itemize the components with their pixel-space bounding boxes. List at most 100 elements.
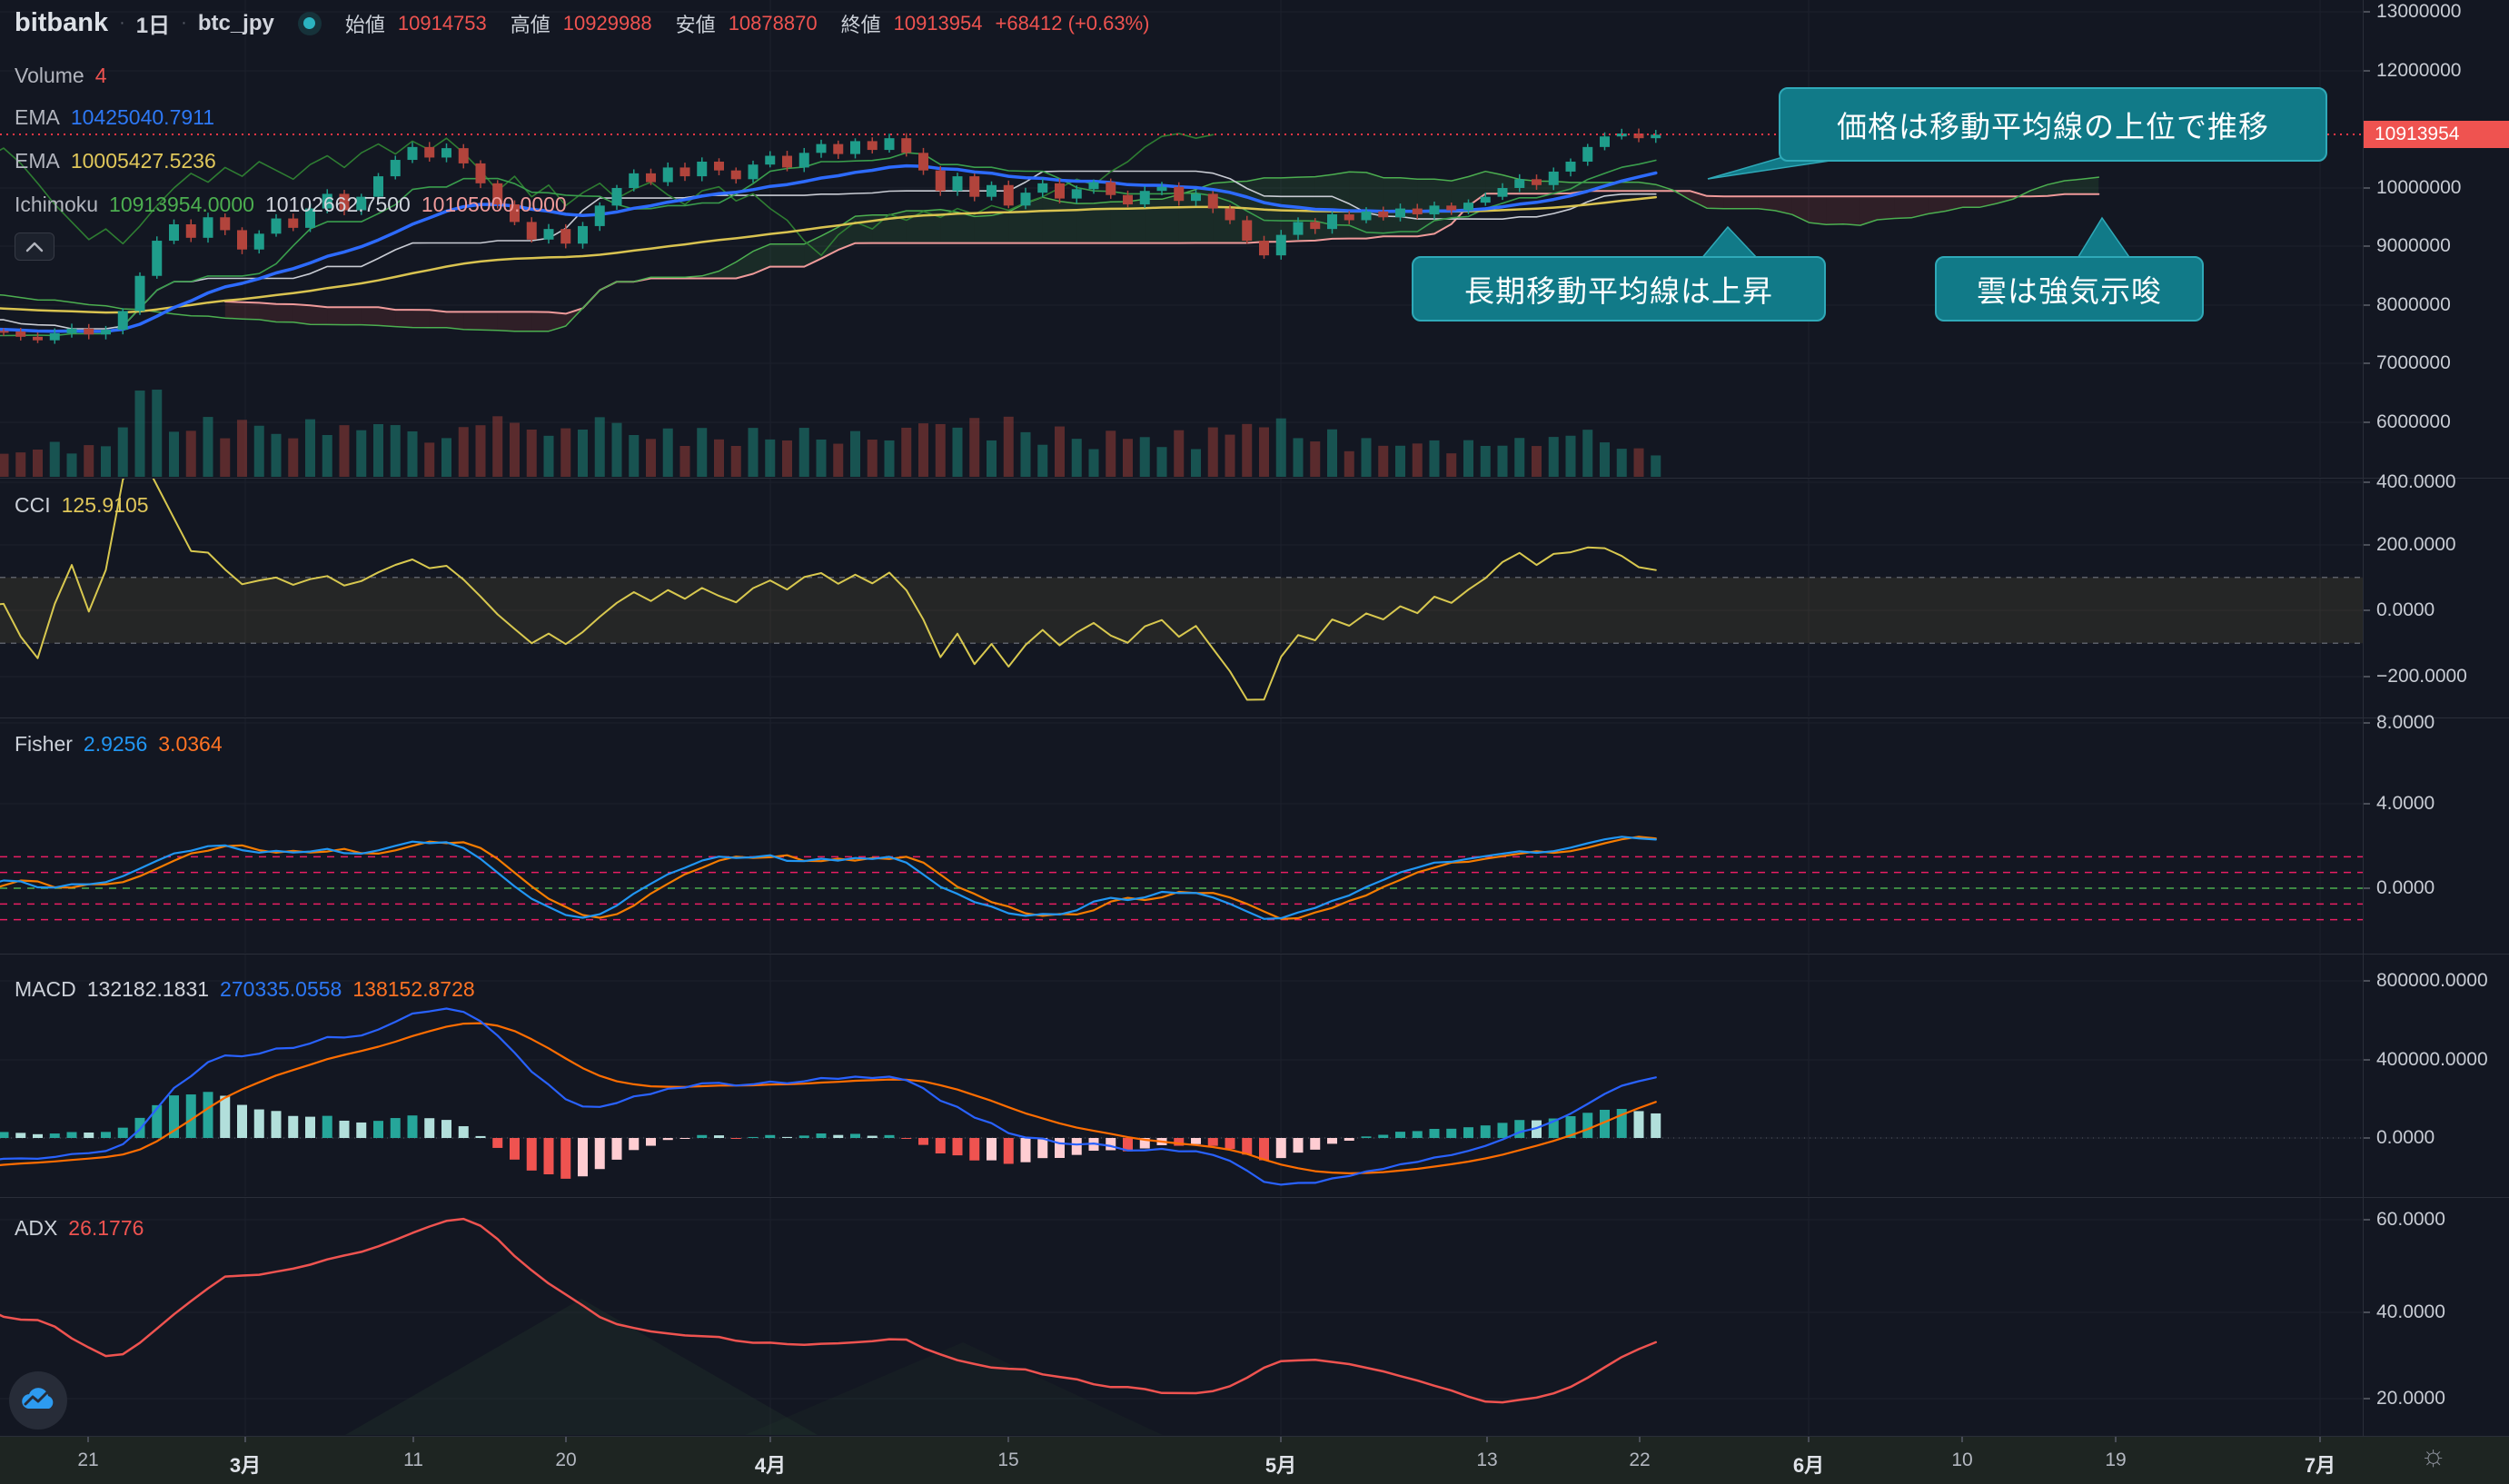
time-tick-label: 6月: [1792, 1454, 1825, 1477]
time-tick-mark: [2319, 1437, 2321, 1442]
chart-canvas-area[interactable]: [0, 0, 2363, 1436]
price-tick-label: 400.0000: [2376, 471, 2456, 492]
adx-pane-canvas[interactable]: [0, 1198, 2363, 1435]
ema-slow-legend[interactable]: EMA 10005427.5236: [15, 149, 216, 173]
time-tick-mark: [1007, 1437, 1009, 1442]
settings-icon[interactable]: ☼: [2420, 1439, 2447, 1471]
close-label: 終値: [840, 13, 881, 36]
status-dot: [303, 17, 316, 29]
price-tick-mark: [2364, 803, 2370, 805]
low-label: 安値: [675, 13, 716, 36]
fisher-legend[interactable]: Fisher 2.9256 3.0364: [15, 732, 223, 757]
adx-label: ADX: [15, 1216, 58, 1240]
cci-pane-canvas[interactable]: [0, 479, 2363, 717]
price-tick-mark: [2364, 421, 2370, 423]
time-tick-label: 22: [1629, 1449, 1651, 1470]
price-tick-mark: [2364, 304, 2370, 306]
price-tick-label: 60.0000: [2376, 1209, 2445, 1230]
price-tick-label: 0.0000: [2376, 1127, 2435, 1148]
ema-slow-value: 10005427.5236: [70, 149, 216, 173]
price-tick-mark: [2364, 187, 2370, 189]
ichimoku-legend[interactable]: Ichimoku 10913954.0000 10102662.7500 101…: [15, 193, 567, 217]
fisher-pane-canvas[interactable]: [0, 718, 2363, 953]
main-pane-canvas[interactable]: [0, 0, 2363, 477]
price-tick-label: 4.0000: [2376, 793, 2435, 814]
open-value: 10914753: [397, 11, 487, 35]
ichimoku-value-1: 10913954.0000: [109, 193, 254, 216]
time-axis-border: [0, 1436, 2509, 1437]
time-axis-background: [0, 1437, 2509, 1484]
time-axis[interactable]: 21 3月 11 20 4月 15 5月 13 22 6月 10 19 7月: [0, 1437, 2509, 1484]
price-tick-mark: [2364, 676, 2370, 678]
callout-price-above-ma[interactable]: 価格は移動平均線の上位で推移: [1779, 87, 2327, 162]
price-tick-label: 0.0000: [2376, 877, 2435, 898]
time-tick-label: 19: [2105, 1449, 2127, 1470]
macd-legend[interactable]: MACD 132182.1831 270335.0558 138152.8728: [15, 977, 475, 1002]
price-tick-mark: [2364, 1311, 2370, 1313]
time-tick-mark: [2115, 1437, 2117, 1442]
macd-value-2: 270335.0558: [220, 977, 342, 1001]
ema-fast-label: EMA: [15, 105, 60, 129]
volume-legend[interactable]: Volume 4: [15, 64, 107, 88]
time-tick-label: 4月: [754, 1454, 787, 1477]
macd-value-1: 132182.1831: [86, 977, 210, 1001]
price-tick-label: 6000000: [2376, 411, 2451, 432]
time-tick-mark: [565, 1437, 567, 1442]
pane-separator[interactable]: [0, 954, 2509, 955]
price-tick-mark: [2364, 362, 2370, 364]
ichimoku-label: Ichimoku: [15, 193, 99, 216]
tradingview-logo-button[interactable]: [9, 1371, 67, 1430]
price-tick-label: 13000000: [2376, 1, 2462, 22]
fisher-value-2: 3.0364: [158, 732, 223, 756]
time-tick-label: 11: [403, 1449, 423, 1470]
price-tick-label: 800000.0000: [2376, 970, 2488, 991]
cci-legend[interactable]: CCI 125.9105: [15, 493, 149, 518]
interval-label: 1日: [135, 14, 171, 38]
price-tick-mark: [2364, 1059, 2370, 1061]
time-tick-mark: [244, 1437, 246, 1442]
price-tick-label: 0.0000: [2376, 599, 2435, 620]
time-tick-label: 5月: [1264, 1454, 1297, 1477]
price-tick-label: 40.0000: [2376, 1301, 2445, 1322]
time-tick-label: 7月: [2304, 1454, 2336, 1477]
change-value: +68412 (+0.63%): [995, 11, 1150, 35]
fisher-label: Fisher: [15, 732, 73, 756]
ema-fast-legend[interactable]: EMA 10425040.7911: [15, 105, 214, 130]
price-axis[interactable]: 10913954 13000000 12000000 10000000 9000000…: [2364, 0, 2509, 1436]
ichimoku-value-3: 10105000.0000: [421, 193, 567, 216]
volume-label: Volume: [15, 64, 84, 87]
adx-legend[interactable]: ADX 26.1776: [15, 1216, 144, 1241]
symbol-name: btc_jpy: [197, 10, 274, 35]
price-tick-label: 12000000: [2376, 60, 2462, 81]
price-tick-mark: [2364, 245, 2370, 247]
price-tick-mark: [2364, 11, 2370, 13]
price-tick-label: 9000000: [2376, 235, 2451, 256]
callout-text: 雲は強気示唆: [1977, 274, 2162, 308]
price-tick-mark: [2364, 70, 2370, 72]
symbol-legend[interactable]: bitbank · 1日 · btc_jpy 始値 10914753 高値 1092…: [15, 7, 1150, 39]
chevron-up-icon: [25, 242, 44, 252]
time-tick-label: 10: [1951, 1449, 1973, 1470]
callout-cloud-bullish[interactable]: 雲は強気示唆: [1935, 256, 2204, 322]
open-label: 始値: [344, 13, 385, 36]
price-tick-mark: [2364, 722, 2370, 724]
separator-dot: ·: [181, 13, 187, 33]
last-price-tag: 10913954: [2364, 121, 2509, 149]
separator-dot: ·: [119, 13, 125, 33]
price-tick-label: −200.0000: [2376, 666, 2467, 687]
price-tick-label: 10000000: [2376, 177, 2462, 198]
callout-long-ma-rising[interactable]: 長期移動平均線は上昇: [1412, 256, 1826, 322]
time-tick-label: 13: [1476, 1449, 1498, 1470]
cloud-chart-icon: [22, 1388, 54, 1409]
pane-separator[interactable]: [0, 717, 2509, 718]
macd-pane-canvas[interactable]: [0, 955, 2363, 1196]
pane-separator[interactable]: [0, 478, 2509, 479]
market-status-icon[interactable]: [297, 11, 322, 35]
collapse-legend-button[interactable]: [15, 232, 55, 261]
ichimoku-value-2: 10102662.7500: [264, 193, 411, 216]
exchange-name: bitbank: [15, 8, 109, 37]
pane-separator[interactable]: [0, 1197, 2509, 1198]
time-tick-label: 15: [997, 1449, 1019, 1470]
ema-slow-label: EMA: [15, 149, 60, 173]
price-tick-mark: [2364, 1398, 2370, 1400]
